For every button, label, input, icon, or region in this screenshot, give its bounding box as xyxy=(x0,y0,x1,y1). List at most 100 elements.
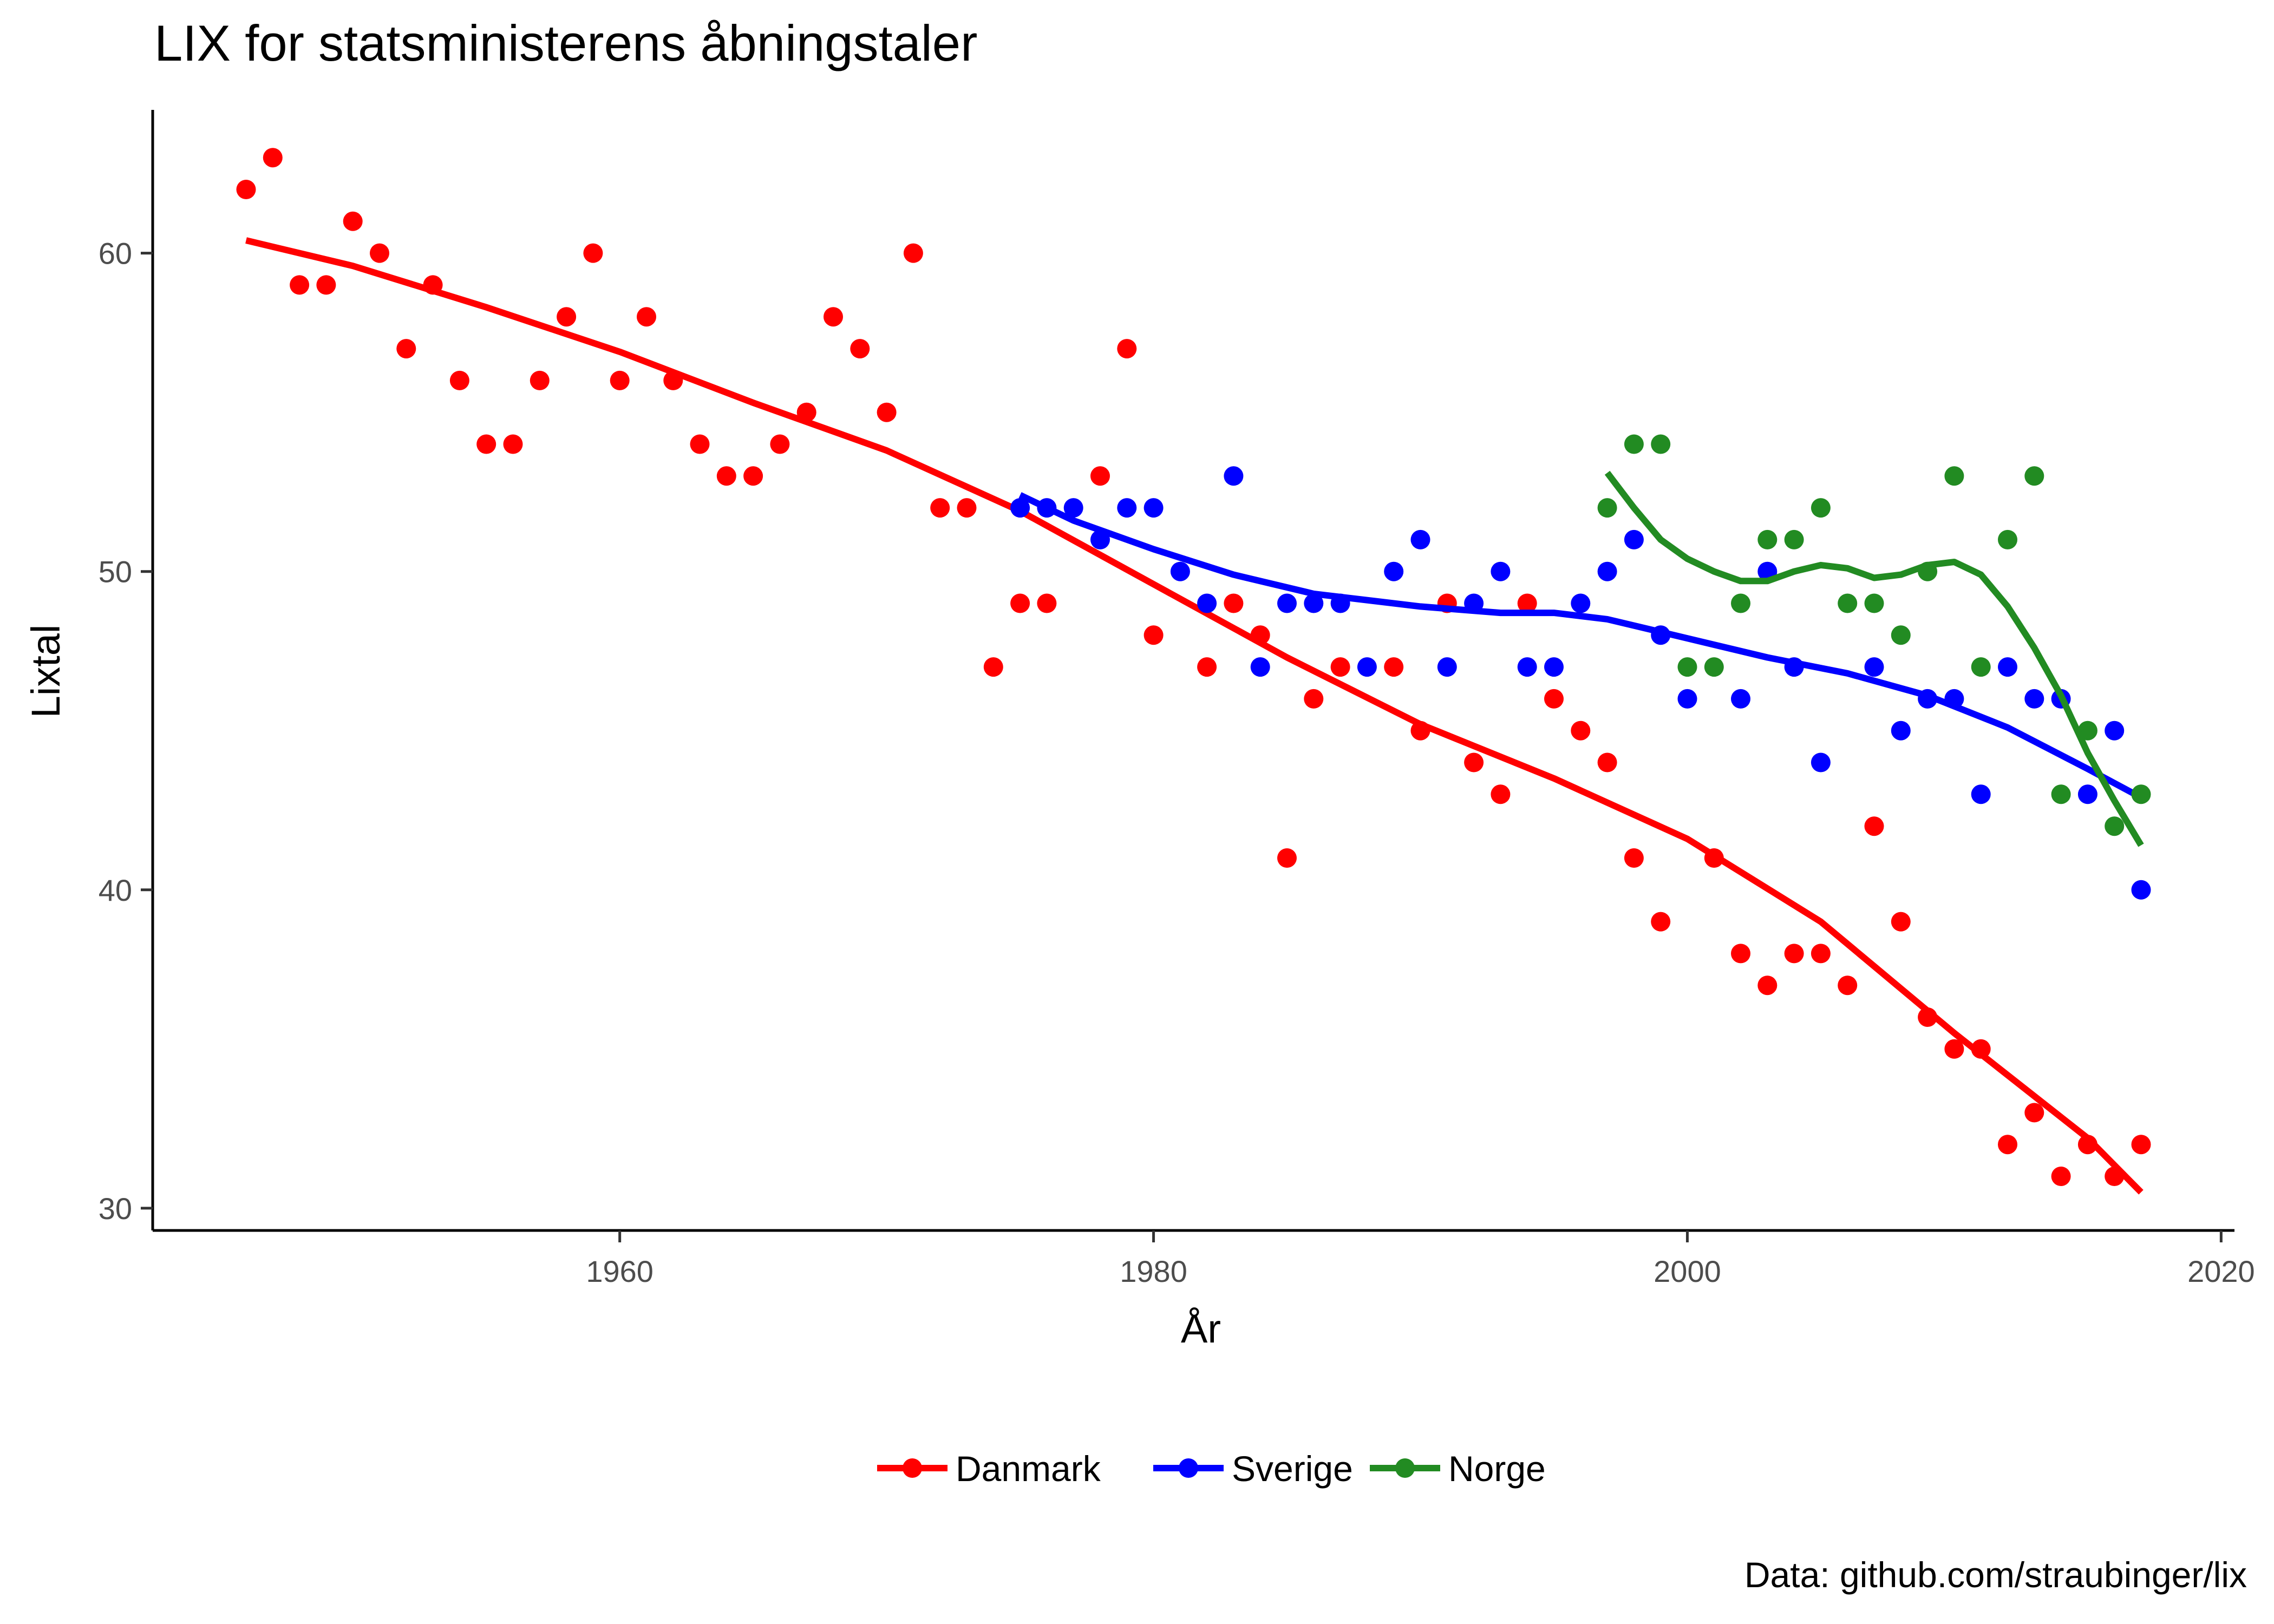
point-sverige-2016 xyxy=(2105,721,2125,741)
series-danmark xyxy=(236,148,2151,1195)
point-sverige-1997 xyxy=(1597,561,1617,581)
point-danmark-1973 xyxy=(957,498,977,518)
legend-item-norge: Norge xyxy=(1370,1449,1546,1489)
point-sverige-1981 xyxy=(1170,561,1190,581)
y-tick-label-40: 40 xyxy=(99,873,132,907)
point-danmark-2017 xyxy=(2131,1135,2151,1155)
point-danmark-1957 xyxy=(530,370,550,390)
point-danmark-1986 xyxy=(1304,689,1324,709)
point-danmark-2006 xyxy=(1838,975,1858,996)
point-sverige-2011 xyxy=(1971,784,1991,804)
point-danmark-1975 xyxy=(1010,593,1030,613)
point-norge-2002 xyxy=(1731,593,1750,613)
point-danmark-1982 xyxy=(1197,657,1217,677)
point-sverige-1977 xyxy=(1063,498,1083,518)
point-sverige-1993 xyxy=(1491,561,1511,581)
point-danmark-1979 xyxy=(1117,339,1137,359)
point-danmark-1966 xyxy=(770,434,790,454)
point-sverige-1991 xyxy=(1437,657,1457,677)
point-danmark-1956 xyxy=(503,434,523,454)
point-sverige-1985 xyxy=(1277,593,1297,613)
point-danmark-1958 xyxy=(557,307,577,327)
point-danmark-2004 xyxy=(1784,944,1804,964)
point-norge-1998 xyxy=(1624,434,1644,454)
point-norge-2007 xyxy=(1864,593,1884,613)
point-danmark-1950 xyxy=(343,211,363,231)
point-norge-2005 xyxy=(1811,498,1831,518)
caption: Data: github.com/straubinger/lix xyxy=(1744,1555,2247,1595)
point-norge-2000 xyxy=(1677,657,1697,677)
point-norge-1997 xyxy=(1597,498,1617,518)
point-sverige-1988 xyxy=(1357,657,1377,677)
point-norge-2014 xyxy=(2051,784,2071,804)
point-danmark-1971 xyxy=(903,243,923,263)
point-danmark-1997 xyxy=(1597,752,1617,772)
point-norge-2008 xyxy=(1891,625,1911,645)
point-norge-2001 xyxy=(1704,657,1724,677)
point-danmark-1946 xyxy=(236,180,256,199)
point-sverige-2013 xyxy=(2024,689,2044,709)
point-norge-1999 xyxy=(1651,434,1671,454)
legend: Danmark Sverige Norge xyxy=(877,1449,1546,1489)
trend-line-norge xyxy=(1604,470,2144,847)
point-danmark-1996 xyxy=(1571,721,1591,741)
point-danmark-1949 xyxy=(316,275,336,295)
point-danmark-1974 xyxy=(983,657,1003,677)
legend-label-sverige: Sverige xyxy=(1232,1449,1353,1489)
point-norge-2003 xyxy=(1757,529,1778,549)
point-danmark-1994 xyxy=(1517,593,1537,613)
chart-title: LIX for statsministerens åbningstaler xyxy=(154,15,977,71)
legend-label-danmark: Danmark xyxy=(956,1449,1101,1489)
point-danmark-1960 xyxy=(610,370,630,390)
point-danmark-1965 xyxy=(743,466,763,486)
point-danmark-1978 xyxy=(1090,466,1110,486)
point-danmark-1987 xyxy=(1330,657,1350,677)
x-ticks: 1960 1980 2000 2020 xyxy=(586,1230,2255,1288)
point-norge-2013 xyxy=(2024,466,2044,486)
point-norge-2010 xyxy=(1944,466,1964,486)
point-danmark-1954 xyxy=(449,370,469,390)
point-sverige-1982 xyxy=(1197,593,1217,613)
point-danmark-2010 xyxy=(1944,1039,1964,1059)
legend-key-point-danmark xyxy=(903,1458,922,1478)
trend-line-sverige xyxy=(1018,492,2143,801)
series-sverige xyxy=(1010,466,2151,900)
point-sverige-2002 xyxy=(1731,689,1750,709)
point-sverige-1996 xyxy=(1571,593,1591,613)
point-sverige-2012 xyxy=(1998,657,2017,677)
trend-line-danmark xyxy=(245,237,2144,1195)
point-danmark-1947 xyxy=(263,148,283,168)
point-danmark-2007 xyxy=(1864,816,1884,836)
point-sverige-2007 xyxy=(1864,657,1884,677)
point-danmark-1983 xyxy=(1224,593,1244,613)
point-danmark-1968 xyxy=(824,307,843,327)
x-tick-label-2020: 2020 xyxy=(2187,1254,2255,1288)
point-danmark-2012 xyxy=(1998,1135,2017,1155)
y-tick-label-60: 60 xyxy=(99,237,132,271)
y-axis-title: Lixtal xyxy=(23,625,68,718)
legend-label-norge: Norge xyxy=(1448,1449,1546,1489)
point-danmark-1969 xyxy=(850,339,870,359)
point-danmark-1980 xyxy=(1143,625,1164,645)
point-danmark-1959 xyxy=(583,243,603,263)
point-norge-2011 xyxy=(1971,657,1991,677)
point-danmark-1998 xyxy=(1624,848,1644,868)
x-axis-title: År xyxy=(1181,1306,1221,1351)
point-sverige-1986 xyxy=(1304,593,1324,613)
point-danmark-1955 xyxy=(476,434,496,454)
axes: 1960 1980 2000 2020 30 40 50 60 xyxy=(99,110,2255,1288)
point-danmark-1976 xyxy=(1037,593,1057,613)
point-danmark-1993 xyxy=(1491,784,1511,804)
legend-item-danmark: Danmark xyxy=(877,1449,1101,1489)
point-sverige-1998 xyxy=(1624,529,1644,549)
plot-area xyxy=(236,148,2151,1195)
y-tick-label-50: 50 xyxy=(99,555,132,589)
y-tick-label-30: 30 xyxy=(99,1191,132,1226)
point-sverige-1990 xyxy=(1410,529,1430,549)
point-danmark-1964 xyxy=(716,466,736,486)
point-danmark-1992 xyxy=(1464,752,1484,772)
point-norge-2016 xyxy=(2105,816,2125,836)
point-danmark-1952 xyxy=(396,339,416,359)
point-danmark-1972 xyxy=(930,498,950,518)
